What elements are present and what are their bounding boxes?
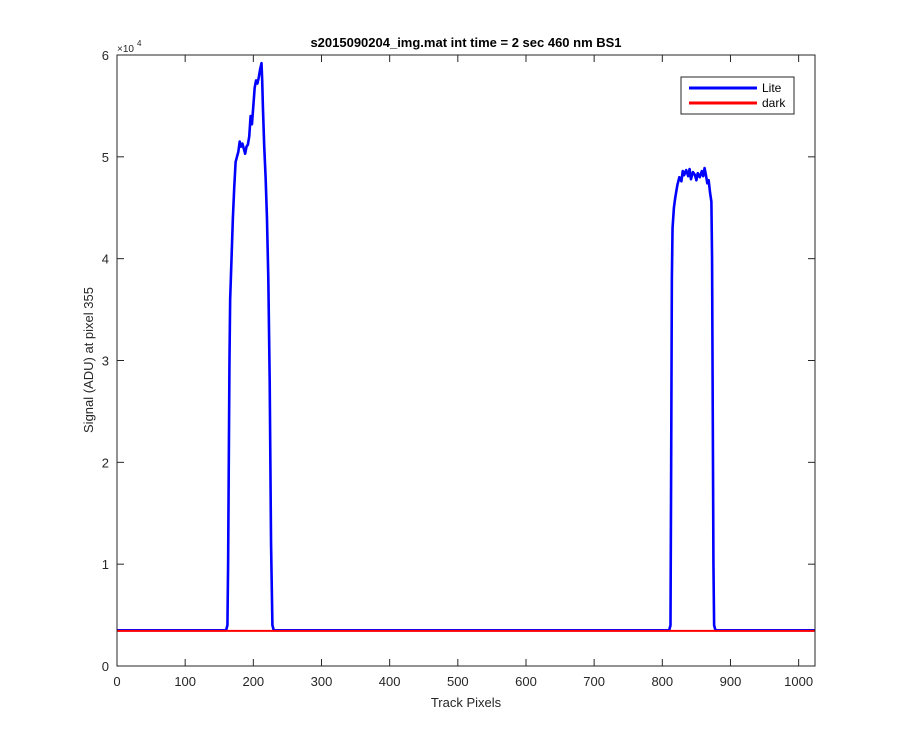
y-tick-label: 6 [102,48,109,63]
legend-box [680,76,795,115]
x-tick-label: 400 [379,674,401,689]
x-tick-label: 700 [583,674,605,689]
legend: Lite dark [680,76,795,115]
y-exponent-base: ×10 [117,44,134,55]
x-tick-label: 1000 [784,674,813,689]
x-axis-label: Track Pixels [431,695,502,710]
y-axis-label: Signal (ADU) at pixel 355 [81,287,96,433]
x-tick-label: 600 [515,674,537,689]
series-layer [117,61,815,632]
x-tick-label: 0 [113,674,120,689]
y-tick-label: 3 [102,354,109,369]
y-tick-label: 2 [102,455,109,470]
x-tick-label: 800 [651,674,673,689]
y-tick-label: 5 [102,150,109,165]
plot-background [117,55,815,666]
y-axis: 0 1 2 3 4 5 6 [102,48,815,674]
x-axis: 0 100 200 300 400 500 600 700 800 900 1000 [113,55,813,689]
x-tick-label: 900 [720,674,742,689]
y-tick-label: 4 [102,252,109,267]
x-tick-label: 200 [242,674,264,689]
chart-title: s2015090204_img.mat int time = 2 sec 460… [310,35,621,50]
x-tick-label: 500 [447,674,469,689]
legend-label-dark: dark [762,96,786,110]
series-line-lite [117,61,815,632]
x-tick-label: 100 [174,674,196,689]
legend-label-lite: Lite [762,81,782,95]
x-tick-label: 300 [311,674,333,689]
y-exponent-power: 4 [137,39,142,48]
y-tick-label: 0 [102,659,109,674]
y-tick-label: 1 [102,557,109,572]
